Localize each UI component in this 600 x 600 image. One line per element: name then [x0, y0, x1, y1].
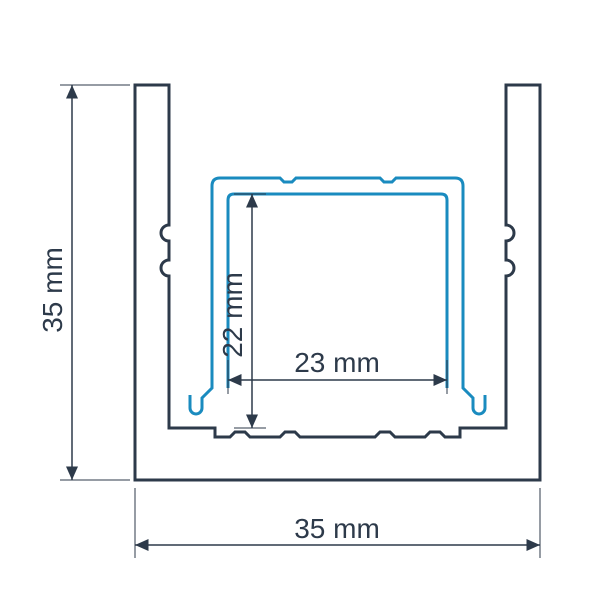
outer-profile: [135, 85, 540, 480]
technical-drawing: 35 mm 35 mm 23 mm 22 mm: [0, 0, 600, 600]
dim-inner-height-label: 22 mm: [217, 272, 248, 358]
dim-outer-height-label: 35 mm: [37, 247, 68, 333]
dim-inner-height: 22 mm: [217, 194, 266, 428]
dim-outer-width-label: 35 mm: [294, 513, 380, 544]
dim-inner-width: 23 mm: [228, 347, 447, 394]
dim-inner-width-label: 23 mm: [294, 347, 380, 378]
dim-outer-height: 35 mm: [37, 85, 130, 480]
dim-outer-width: 35 mm: [135, 488, 540, 558]
